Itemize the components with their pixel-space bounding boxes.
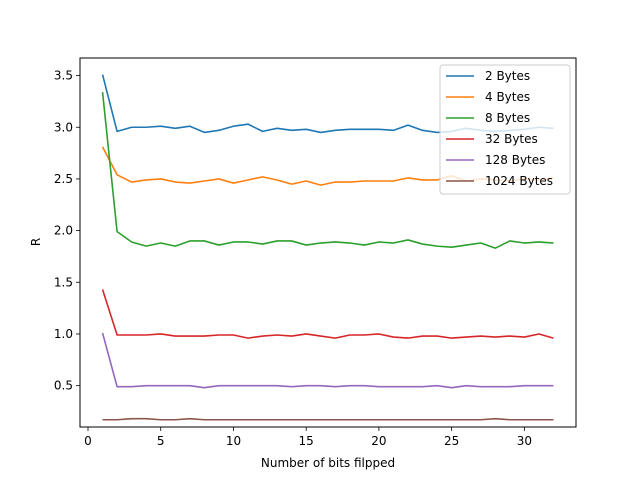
x-tick-label: 5 (157, 434, 165, 448)
y-tick-label: 1.0 (54, 327, 73, 341)
series-line-1024-bytes (102, 417, 554, 421)
x-tick-label: 25 (444, 434, 459, 448)
x-axis-ticks: 0 5 10 15 20 25 30 (84, 427, 532, 448)
series-line-128-bytes (101, 332, 554, 389)
y-tick-label: 0.5 (54, 379, 73, 393)
legend-label: 1024 Bytes (485, 174, 553, 188)
y-tick-label: 3.0 (54, 120, 73, 134)
series-line-32-bytes (101, 289, 554, 339)
legend-label: 32 Bytes (485, 132, 538, 146)
x-tick-label: 0 (84, 434, 92, 448)
y-tick-label: 2.0 (54, 224, 73, 238)
series-line-8-bytes (101, 92, 554, 249)
y-tick-label: 3.5 (54, 69, 73, 83)
series-layer (101, 74, 554, 421)
x-tick-label: 30 (517, 434, 532, 448)
legend-label: 2 Bytes (485, 69, 530, 83)
x-tick-label: 15 (299, 434, 314, 448)
legend-label: 128 Bytes (485, 153, 545, 167)
y-axis-label: R (29, 238, 43, 246)
x-tick-label: 20 (371, 434, 386, 448)
y-axis-ticks: 0.5 1.0 1.5 2.0 2.5 3.0 3.5 (54, 69, 80, 393)
legend-label: 4 Bytes (485, 90, 530, 104)
x-axis-label: Number of bits filpped (261, 456, 395, 470)
plot-frame (79, 57, 577, 428)
x-tick-label: 10 (226, 434, 241, 448)
legend: 2 Bytes 4 Bytes 8 Bytes 32 Bytes 128 Bytes 10… (439, 64, 571, 195)
y-tick-label: 1.5 (54, 275, 73, 289)
y-tick-label: 2.5 (54, 172, 73, 186)
legend-label: 8 Bytes (485, 111, 530, 125)
